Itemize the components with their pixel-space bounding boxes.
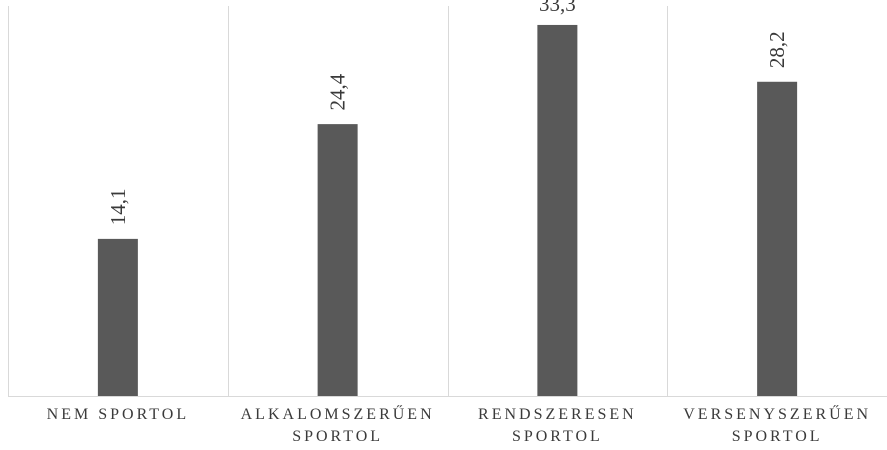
x-tick-label: ALKALOMSZERŰEN	[241, 404, 435, 423]
bar	[537, 24, 578, 396]
data-label: 28,2	[765, 31, 789, 68]
x-tick-label: SPORTOL	[292, 428, 383, 445]
bar	[97, 238, 138, 396]
data-label: 24,4	[326, 73, 350, 110]
x-tick-label: RENDSZERESEN	[478, 406, 637, 423]
x-tick-label: NEM SPORTOL	[47, 406, 189, 423]
bar	[317, 124, 358, 396]
x-tick-label: SPORTOL	[732, 428, 823, 445]
data-label: 14,1	[106, 189, 130, 226]
bar	[757, 81, 798, 397]
x-tick-label: VERSENYSZERŰEN	[683, 404, 871, 423]
data-label: 33,3	[539, 0, 576, 16]
x-tick-label: SPORTOL	[512, 428, 603, 445]
